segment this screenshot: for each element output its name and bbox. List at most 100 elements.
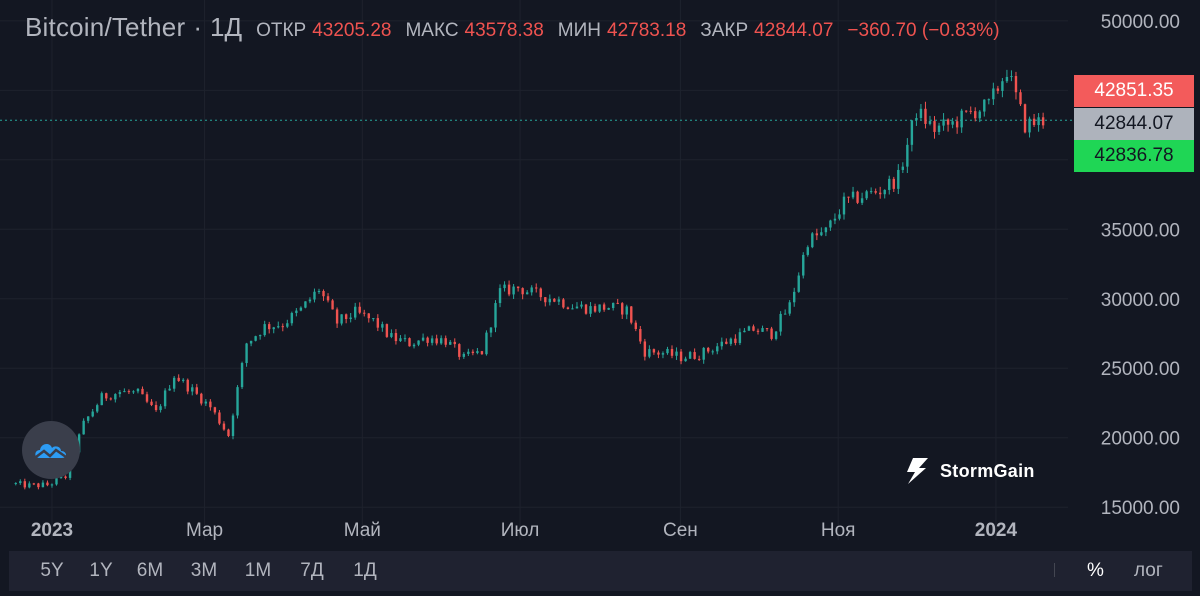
candle-body xyxy=(421,337,425,341)
candle-body xyxy=(752,326,755,331)
candle-body xyxy=(200,393,203,404)
cloud-logo-icon[interactable] xyxy=(22,421,80,479)
bid-price-tag: 42836.78 xyxy=(1074,140,1194,172)
candle-body xyxy=(525,292,529,295)
toolbar-divider xyxy=(1054,563,1055,577)
candle-body xyxy=(553,298,556,302)
candle-body xyxy=(974,111,977,119)
price-chart[interactable]: 50000.00 35000.00 30000.00 25000.00 20000.00… xyxy=(0,0,1200,550)
candle-body xyxy=(806,247,809,255)
open-label: ОТКР xyxy=(256,20,307,41)
range-1y-button[interactable]: 1Y xyxy=(89,560,113,581)
x-tick-label: Июл xyxy=(501,520,540,541)
candle-body xyxy=(512,286,515,295)
candle-body xyxy=(494,303,497,328)
candle-body xyxy=(1037,117,1040,126)
candle-body xyxy=(634,322,638,330)
candle-body xyxy=(779,313,782,332)
candle-body xyxy=(14,483,17,485)
candle-body xyxy=(566,307,570,310)
candle-body xyxy=(335,309,339,324)
candle-body xyxy=(105,393,108,399)
candle-body xyxy=(408,338,411,347)
candle-body xyxy=(729,338,733,344)
candle-body xyxy=(349,317,352,319)
candle-body xyxy=(888,178,891,190)
candle-body xyxy=(697,358,701,360)
candle-body xyxy=(811,233,814,248)
candle-body xyxy=(172,377,176,389)
candle-body xyxy=(426,337,429,343)
candle-body xyxy=(394,333,398,342)
x-tick-label: Мар xyxy=(186,520,223,541)
candle-body xyxy=(878,192,882,195)
candle-body xyxy=(892,178,895,189)
candle-body xyxy=(860,198,864,203)
candle-body xyxy=(516,286,520,289)
candle-body xyxy=(399,338,402,342)
y-tick-label: 15000.00 xyxy=(1101,498,1180,519)
candle-body xyxy=(254,336,257,341)
candle-body xyxy=(797,275,800,292)
candle-body xyxy=(643,341,647,357)
log-toggle[interactable]: лог xyxy=(1134,560,1163,581)
candle-body xyxy=(1032,118,1036,126)
candle-body xyxy=(37,483,40,488)
candle-body xyxy=(290,313,294,324)
candle-body xyxy=(430,338,434,343)
candle-body xyxy=(856,191,859,203)
candle-body xyxy=(924,108,927,124)
candle-body xyxy=(390,333,393,337)
candle-body xyxy=(539,288,542,298)
candle-body xyxy=(222,423,226,430)
candle-body xyxy=(1001,81,1004,91)
candle-body xyxy=(847,196,850,198)
candle-body xyxy=(702,347,705,360)
y-tick-label: 25000.00 xyxy=(1101,359,1180,380)
candle-body xyxy=(82,420,85,435)
range-7d-button[interactable]: 7Д xyxy=(300,560,324,581)
candle-body xyxy=(435,338,438,344)
candle-body xyxy=(195,387,198,394)
candle-body xyxy=(358,306,361,313)
candle-body xyxy=(186,379,189,392)
candle-body xyxy=(829,220,832,228)
candle-body xyxy=(1023,104,1027,133)
candle-body xyxy=(630,306,633,323)
range-3m-button[interactable]: 3M xyxy=(190,560,218,581)
range-toolbar: 5Y 1Y 6M 3M 1M 7Д 1Д % лог xyxy=(9,551,1192,591)
candle-body xyxy=(177,377,180,381)
candle-body xyxy=(625,306,628,315)
candle-body xyxy=(1019,92,1022,105)
candle-body xyxy=(978,111,981,119)
candle-body xyxy=(168,388,171,391)
candle-body xyxy=(802,254,805,276)
candle-body xyxy=(707,347,710,352)
candle-body xyxy=(584,304,588,314)
range-1m-button[interactable]: 1M xyxy=(244,560,272,581)
candle-body xyxy=(824,227,828,233)
candle-body xyxy=(756,330,760,332)
candle-body xyxy=(403,338,407,340)
symbol-name[interactable]: Bitcoin/Tether xyxy=(25,12,186,42)
candle-body xyxy=(55,478,58,485)
candle-body xyxy=(136,388,140,392)
range-5y-button[interactable]: 5Y xyxy=(40,560,64,581)
timeframe-label[interactable]: 1Д xyxy=(210,12,243,42)
range-1d-button[interactable]: 1Д xyxy=(353,560,377,581)
x-tick-label: 2023 xyxy=(31,520,73,541)
candle-body xyxy=(598,304,601,312)
range-6m-button[interactable]: 6M xyxy=(136,560,164,581)
candle-body xyxy=(218,412,221,424)
percent-toggle[interactable]: % xyxy=(1087,560,1104,581)
candle-body xyxy=(376,318,380,328)
close-label: ЗАКР xyxy=(700,20,749,41)
candle-body xyxy=(544,297,547,303)
candle-body xyxy=(449,341,452,345)
candle-body xyxy=(46,482,49,486)
chart-canvas[interactable]: 50000.00 35000.00 30000.00 25000.00 20000.00… xyxy=(0,0,1200,550)
candle-body xyxy=(258,335,262,337)
candle-body xyxy=(277,326,280,328)
candle-body xyxy=(458,344,461,357)
candle-body xyxy=(353,306,357,318)
